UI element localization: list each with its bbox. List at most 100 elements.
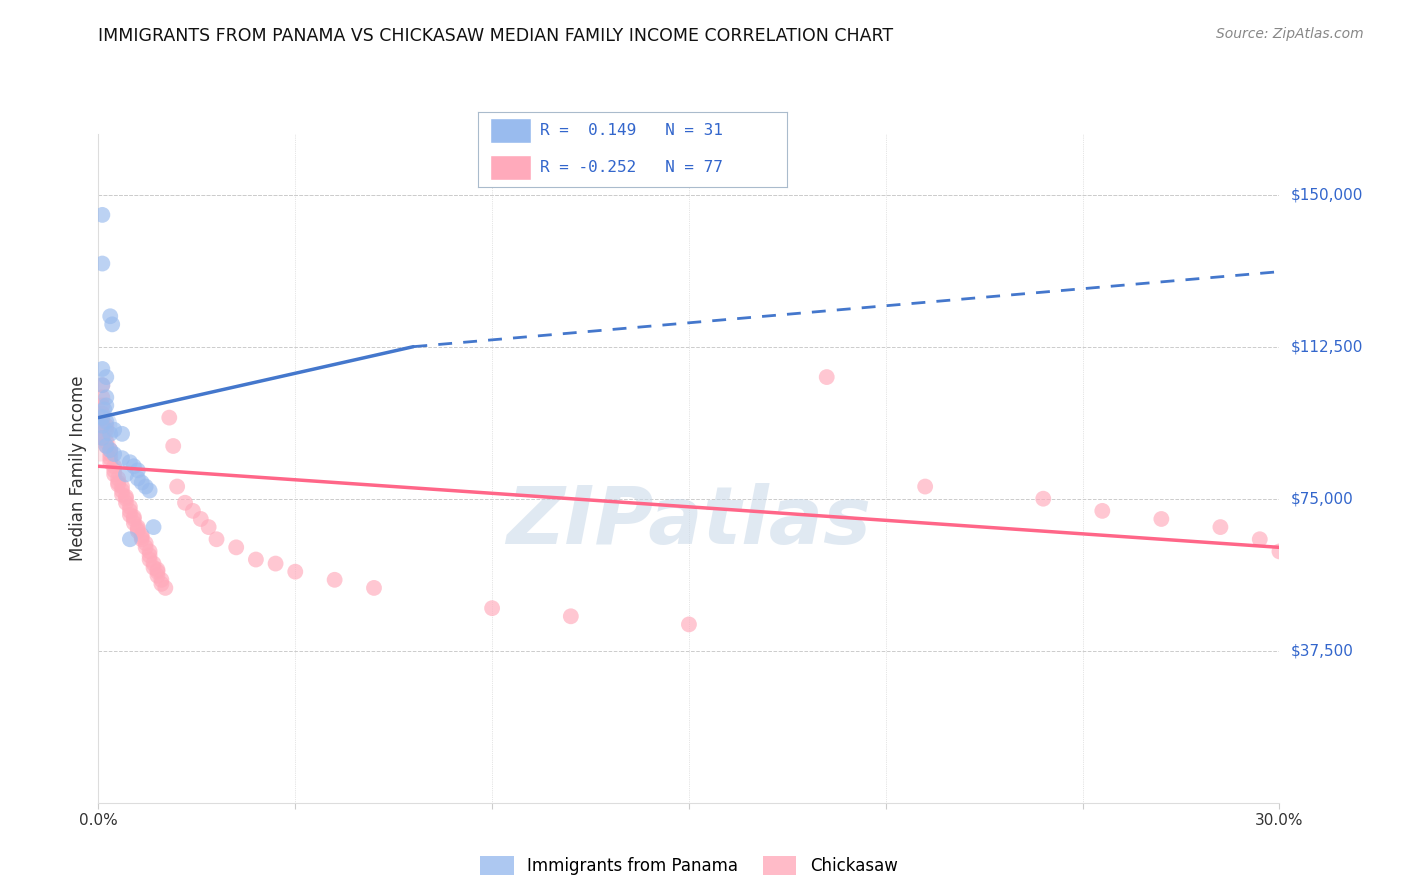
Point: [103, 463, 125, 477]
Point: [138, 544, 160, 558]
Point: [91, 390, 114, 404]
Point: [155, 581, 177, 595]
Point: [107, 471, 129, 485]
Point: [103, 459, 125, 474]
Point: [1150, 512, 1173, 526]
Point: [107, 475, 129, 490]
Point: [146, 568, 169, 582]
Point: [914, 479, 936, 493]
Text: $112,500: $112,500: [1291, 339, 1362, 354]
Point: [111, 426, 134, 441]
Point: [91, 431, 114, 445]
Point: [1249, 533, 1271, 547]
Point: [122, 516, 145, 530]
Point: [264, 557, 287, 571]
Text: R = -0.252   N = 77: R = -0.252 N = 77: [540, 160, 723, 175]
Point: [481, 601, 503, 615]
Point: [135, 536, 157, 550]
Point: [111, 488, 134, 502]
Point: [131, 530, 153, 544]
Point: [127, 524, 149, 538]
Point: [98, 443, 121, 458]
Point: [1268, 544, 1291, 558]
Point: [91, 208, 114, 222]
Point: [142, 520, 165, 534]
Bar: [491, 119, 530, 144]
Point: [135, 479, 157, 493]
Point: [98, 447, 121, 461]
Point: [190, 512, 212, 526]
Point: [205, 533, 228, 547]
Point: [560, 609, 582, 624]
Point: [138, 549, 160, 563]
Point: [181, 504, 204, 518]
Point: [115, 467, 138, 482]
Point: [815, 370, 838, 384]
Text: $75,000: $75,000: [1291, 491, 1354, 506]
Point: [225, 541, 247, 555]
Point: [127, 471, 149, 485]
Point: [1091, 504, 1114, 518]
Point: [96, 418, 118, 433]
Point: [96, 370, 118, 384]
Point: [98, 426, 121, 441]
Point: [284, 565, 307, 579]
Point: [98, 451, 121, 466]
Point: [131, 533, 153, 547]
Point: [91, 431, 114, 445]
Point: [131, 528, 153, 542]
Point: [245, 552, 267, 566]
Point: [89, 439, 111, 453]
Point: [138, 552, 160, 566]
Text: IMMIGRANTS FROM PANAMA VS CHICKASAW MEDIAN FAMILY INCOME CORRELATION CHART: IMMIGRANTS FROM PANAMA VS CHICKASAW MEDI…: [98, 27, 894, 45]
Point: [142, 557, 165, 571]
Point: [96, 439, 118, 453]
Point: [89, 418, 111, 433]
Point: [91, 399, 114, 413]
Point: [96, 390, 118, 404]
Point: [166, 479, 188, 493]
Point: [91, 362, 114, 376]
Point: [118, 533, 141, 547]
Legend: Immigrants from Panama, Chickasaw: Immigrants from Panama, Chickasaw: [474, 849, 904, 881]
Point: [115, 496, 138, 510]
Point: [103, 447, 125, 461]
Point: [127, 522, 149, 536]
Point: [127, 463, 149, 477]
Point: [91, 410, 114, 425]
Point: [91, 418, 114, 433]
Text: R =  0.149   N = 31: R = 0.149 N = 31: [540, 123, 723, 138]
Point: [118, 504, 141, 518]
Point: [678, 617, 700, 632]
Point: [91, 407, 114, 421]
Text: ZIPatlas: ZIPatlas: [506, 483, 872, 561]
Point: [111, 483, 134, 498]
Point: [146, 563, 169, 577]
Point: [1032, 491, 1054, 506]
Point: [111, 479, 134, 493]
Text: Source: ZipAtlas.com: Source: ZipAtlas.com: [1216, 27, 1364, 41]
Point: [91, 256, 114, 270]
Point: [96, 434, 118, 449]
Point: [157, 410, 180, 425]
Text: $150,000: $150,000: [1291, 187, 1362, 202]
Point: [127, 520, 149, 534]
Point: [197, 520, 219, 534]
Point: [111, 451, 134, 466]
Point: [142, 560, 165, 574]
Point: [122, 510, 145, 524]
Point: [91, 378, 114, 392]
Point: [131, 475, 153, 490]
Point: [162, 439, 184, 453]
Point: [363, 581, 385, 595]
Point: [101, 318, 124, 332]
Point: [150, 577, 173, 591]
Text: $37,500: $37,500: [1291, 643, 1354, 658]
Point: [91, 415, 114, 429]
Point: [115, 491, 138, 506]
Point: [93, 402, 115, 417]
Bar: [491, 154, 530, 179]
Point: [122, 512, 145, 526]
Point: [118, 500, 141, 514]
Point: [96, 439, 118, 453]
